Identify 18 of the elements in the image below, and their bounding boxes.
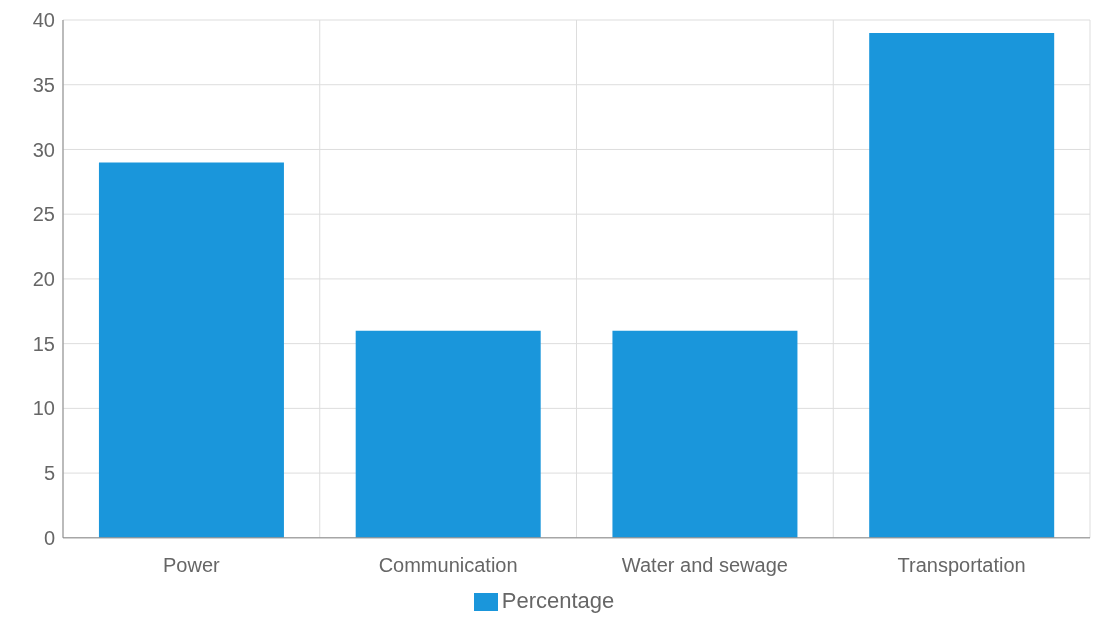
legend-label: Percentage: [501, 587, 615, 613]
y-tick-label: 0: [43, 526, 55, 549]
x-tick-label: Power: [163, 554, 221, 577]
x-tick-label: Water and sewage: [621, 554, 788, 577]
bar: [869, 32, 1055, 538]
y-tick-label: 20: [32, 268, 55, 291]
y-tick-label: 40: [32, 9, 55, 32]
y-tick-label: 10: [32, 397, 55, 420]
y-tick-label: 30: [32, 138, 55, 161]
y-tick-label: 25: [32, 203, 55, 226]
x-tick-label: Communication: [378, 554, 518, 577]
bar: [355, 330, 541, 538]
bar: [98, 162, 284, 538]
y-tick-label: 15: [32, 332, 55, 355]
y-tick-label: 35: [32, 73, 55, 96]
x-tick-label: Transportation: [897, 554, 1026, 577]
bar: [612, 330, 798, 538]
y-tick-label: 5: [43, 462, 55, 485]
